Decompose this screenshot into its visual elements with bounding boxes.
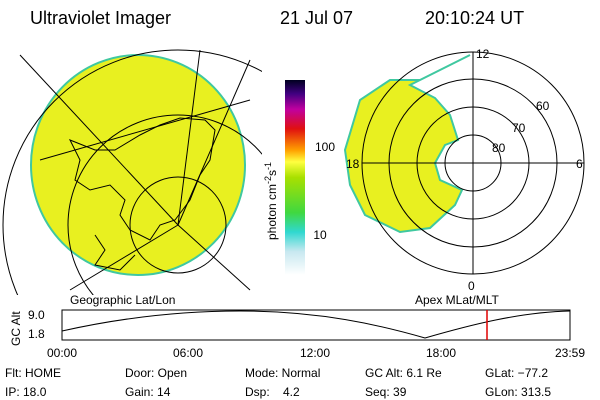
status-field: GLon: 313.5 — [485, 385, 551, 399]
ring-label: 80 — [492, 141, 506, 155]
status-field: GC Alt: 6.1 Re — [365, 366, 442, 380]
colorbar-tick: 10 — [313, 228, 327, 242]
altitude-label: GC Alt — [9, 311, 23, 346]
x-tick-label: 06:00 — [173, 346, 203, 360]
mlt-label: 6 — [576, 157, 583, 171]
colorbar-label: photon cm-2s-1 — [263, 162, 279, 240]
status-field: GLat: −77.2 — [485, 366, 548, 380]
status-field: IP: 18.0 — [5, 385, 47, 399]
x-tick-label: 23:59 — [555, 346, 585, 360]
caption: Apex MLat/MLT — [415, 293, 499, 307]
title: Ultraviolet Imager — [30, 8, 171, 28]
status-field: Door: Open — [125, 366, 187, 380]
x-tick-label: 00:00 — [47, 346, 77, 360]
colorbar-tick: 100 — [315, 140, 335, 154]
status-field: Mode: Normal — [245, 366, 320, 380]
time: 20:10:24 UT — [425, 8, 524, 28]
mlt-label: 18 — [346, 157, 360, 171]
geographic-map — [2, 49, 262, 295]
caption: Geographic Lat/Lon — [70, 293, 175, 307]
status-field: Flt: HOME — [5, 366, 61, 380]
status-field: Seq: 39 — [365, 385, 407, 399]
ring-label: 60 — [536, 99, 550, 113]
y-tick-label: 1.8 — [28, 327, 45, 341]
date: 21 Jul 07 — [280, 8, 353, 28]
altitude-plot — [61, 309, 571, 341]
mlt-label: 0 — [468, 279, 475, 293]
colorbar — [285, 80, 305, 275]
x-tick-label: 12:00 — [300, 346, 330, 360]
status-field: Gain: 14 — [125, 385, 171, 399]
y-tick-label: 9.0 — [28, 308, 45, 322]
polar-plot — [343, 51, 585, 275]
status-field: Dsp: 4.2 — [245, 385, 300, 399]
x-tick-label: 18:00 — [426, 346, 456, 360]
ring-label: 70 — [512, 121, 526, 135]
mlt-label: 12 — [476, 47, 490, 61]
